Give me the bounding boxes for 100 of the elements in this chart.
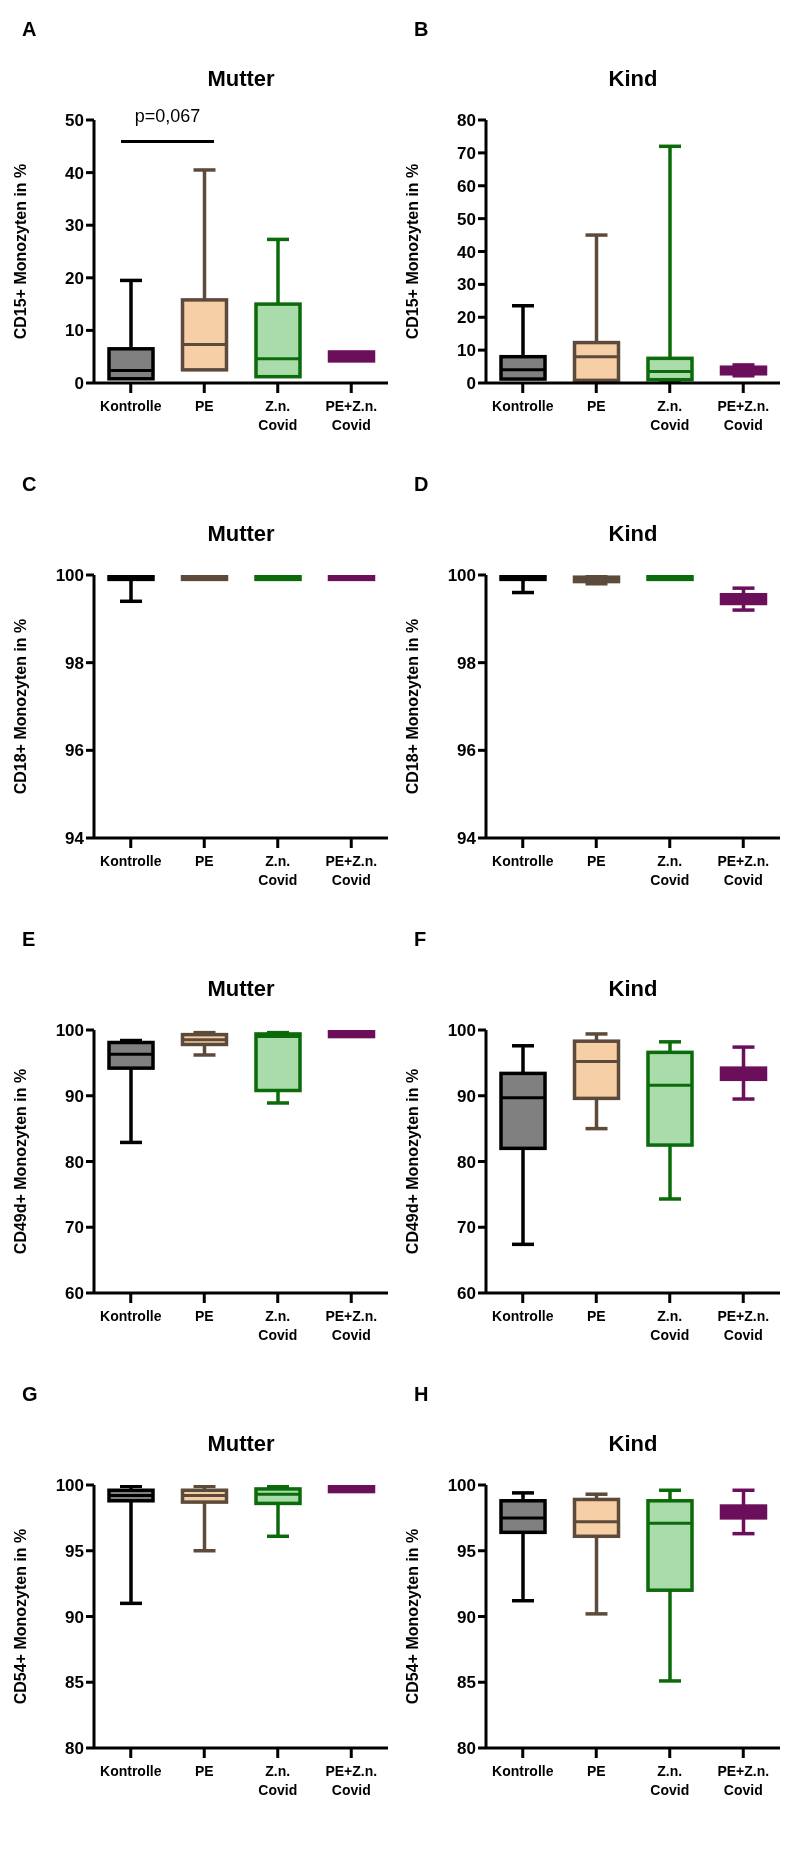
y-tick-label: 80 [65,1739,84,1759]
y-axis-title: CD49d+ Monozyten in % [11,1068,29,1255]
x-tick-label: Kontrolle [100,1763,162,1779]
x-tick-label: PE+Z.n. Covid [325,853,378,888]
x-tick-label: Z.n. Covid [258,1763,298,1798]
x-tick-label: Kontrolle [100,398,162,414]
y-tick-label: 30 [457,275,476,295]
x-tick-label: PE [194,398,214,414]
y-tick-label: 80 [457,1739,476,1759]
y-tick-label: 90 [457,1086,476,1106]
y-tick-label: 0 [74,374,84,394]
y-tick-label: 80 [65,1152,84,1172]
y-tick-label: 50 [65,111,84,131]
text: B [414,18,429,41]
x-tick-label: PE [586,853,606,869]
x-tick-label: Kontrolle [492,398,554,414]
y-tick-label: 20 [457,308,476,328]
y-tick-label: 90 [65,1086,84,1106]
x-tick-label: Kontrolle [100,1308,162,1324]
text: D [414,473,429,496]
y-axis-title: CD15+ Monozyten in % [11,163,29,340]
y-tick-label: 40 [457,242,476,262]
x-tick-label: Z.n. Covid [650,1763,690,1798]
chart-title: Mutter [206,976,276,1002]
y-tick-label: 0 [466,374,476,394]
chart-title: Kind [607,521,659,547]
x-tick-label: Z.n. Covid [258,853,298,888]
x-tick-label: PE+Z.n. Covid [717,398,770,433]
y-tick-label: 70 [457,1218,476,1238]
y-tick-label: 60 [457,1284,476,1304]
x-tick-label: PE [586,1308,606,1324]
y-tick-label: 98 [457,653,476,673]
y-tick-label: 60 [65,1284,84,1304]
y-tick-label: 90 [65,1607,84,1627]
text: A [22,18,37,41]
y-tick-label: 100 [447,566,476,586]
x-tick-label: PE+Z.n. Covid [717,853,770,888]
text: G [22,1383,38,1406]
text: H [414,1383,429,1406]
y-tick-label: 85 [65,1673,84,1693]
x-tick-label: PE [194,1763,214,1779]
x-tick-label: Kontrolle [492,1308,554,1324]
chart-title: Mutter [206,1431,276,1457]
x-tick-label: Kontrolle [492,853,554,869]
y-tick-label: 96 [457,741,476,761]
y-tick-label: 95 [65,1541,84,1561]
y-tick-label: 94 [457,829,477,849]
y-tick-label: 30 [65,216,84,236]
y-tick-label: 98 [65,653,84,673]
text: E [22,928,36,951]
x-tick-label: Z.n. Covid [650,1308,690,1343]
y-tick-label: 85 [457,1673,476,1693]
y-axis-title: CD15+ Monozyten in % [403,163,421,340]
y-tick-label: 90 [457,1607,476,1627]
y-tick-label: 100 [447,1021,476,1041]
x-tick-label: PE+Z.n. Covid [717,1763,770,1798]
x-tick-label: PE [194,853,214,869]
y-tick-label: 95 [457,1541,476,1561]
chart-title: Kind [607,1431,659,1457]
x-tick-label: Kontrolle [100,853,162,869]
annotation: p=0,067 [133,106,202,127]
y-axis-title: CD18+ Monozyten in % [403,618,421,795]
x-tick-label: PE [194,1308,214,1324]
x-tick-label: PE+Z.n. Covid [717,1308,770,1343]
y-tick-label: 80 [457,1152,476,1172]
y-tick-label: 20 [65,268,84,288]
text: C [22,473,37,496]
chart-title: Mutter [206,521,276,547]
y-axis-title: CD54+ Monozyten in % [403,1528,421,1705]
x-tick-label: PE+Z.n. Covid [325,1308,378,1343]
chart-title: Kind [607,66,659,92]
y-tick-label: 94 [65,829,85,849]
chart-title: Kind [607,976,659,1002]
x-tick-label: Z.n. Covid [650,398,690,433]
y-tick-label: 70 [65,1218,84,1238]
y-tick-label: 40 [65,163,84,183]
x-tick-label: Z.n. Covid [650,853,690,888]
y-tick-label: 100 [447,1476,476,1496]
y-tick-label: 50 [457,209,476,229]
y-tick-label: 10 [65,321,84,341]
x-tick-label: PE [586,398,606,414]
y-tick-label: 100 [55,1021,84,1041]
x-tick-label: Z.n. Covid [258,398,298,433]
chart-title: Mutter [206,66,276,92]
x-tick-label: PE+Z.n. Covid [325,398,378,433]
y-axis-title: CD18+ Monozyten in % [11,618,29,795]
y-tick-label: 60 [457,176,476,196]
x-tick-label: Z.n. Covid [258,1308,298,1343]
y-tick-label: 80 [457,111,476,131]
y-axis-title: CD54+ Monozyten in % [11,1528,29,1705]
y-tick-label: 70 [457,143,476,163]
x-tick-label: Kontrolle [492,1763,554,1779]
y-axis-title: CD49d+ Monozyten in % [403,1068,421,1255]
text: F [414,928,427,951]
x-tick-label: PE [586,1763,606,1779]
y-tick-label: 10 [457,341,476,361]
y-tick-label: 100 [55,1476,84,1496]
y-tick-label: 96 [65,741,84,761]
y-tick-label: 100 [55,566,84,586]
x-tick-label: PE+Z.n. Covid [325,1763,378,1798]
